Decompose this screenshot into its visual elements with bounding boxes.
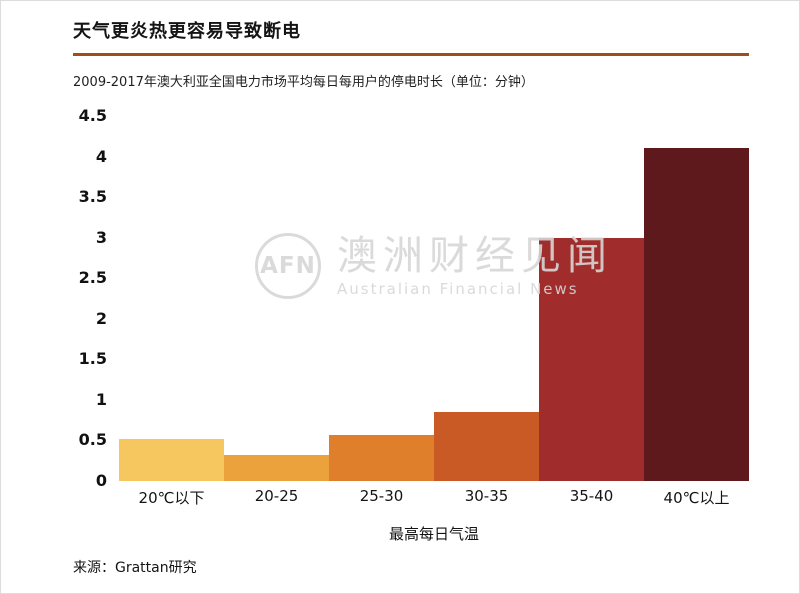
x-tick-label: 30-35	[464, 487, 509, 505]
y-tick-label: 2.5	[78, 268, 107, 288]
y-tick-label: 4	[95, 146, 107, 166]
bar-40℃以上	[644, 148, 749, 481]
x-tick-label: 25-30	[359, 487, 404, 505]
y-tick-label: 1	[95, 389, 107, 409]
y-tick-label: 1.5	[78, 349, 107, 369]
y-axis: 0 0.5 1 1.5 2 2.5 3 3.5 4 4.5	[73, 107, 119, 490]
x-axis-title: 最高每日气温	[388, 525, 479, 543]
y-tick-label: 0.5	[78, 430, 107, 450]
x-tick-label: 20-25	[254, 487, 299, 505]
bar-20-25	[224, 455, 329, 481]
y-tick-label: 3.5	[78, 187, 107, 207]
bar-20℃以下	[119, 438, 224, 481]
plot-area	[119, 116, 749, 481]
chart-body: 0 0.5 1 1.5 2 2.5 3 3.5 4 4.5	[73, 107, 749, 490]
title-divider	[73, 53, 749, 56]
bar-25-30	[329, 434, 434, 481]
x-tick-label: 35-40	[569, 487, 614, 505]
y-tick-label: 0	[95, 471, 107, 490]
y-tick-label: 4.5	[78, 106, 107, 125]
bar-35-40	[539, 237, 644, 481]
x-tick-label: 20℃以下	[138, 489, 205, 507]
chart-title: 天气更炎热更容易导致断电	[73, 21, 301, 42]
source-note: 来源：Grattan研究	[73, 560, 197, 576]
x-tick-label: 40℃以上	[663, 489, 730, 507]
y-tick-label: 3	[95, 227, 107, 247]
y-tick-label: 2	[95, 308, 107, 328]
bar-30-35	[434, 412, 539, 481]
x-axis-labels: 20℃以下 20-25 25-30 30-35 35-40 40℃以上	[119, 487, 749, 508]
chart-subtitle: 2009-2017年澳大利亚全国电力市场平均每日每用户的停电时长（单位：分钟）	[73, 75, 534, 90]
